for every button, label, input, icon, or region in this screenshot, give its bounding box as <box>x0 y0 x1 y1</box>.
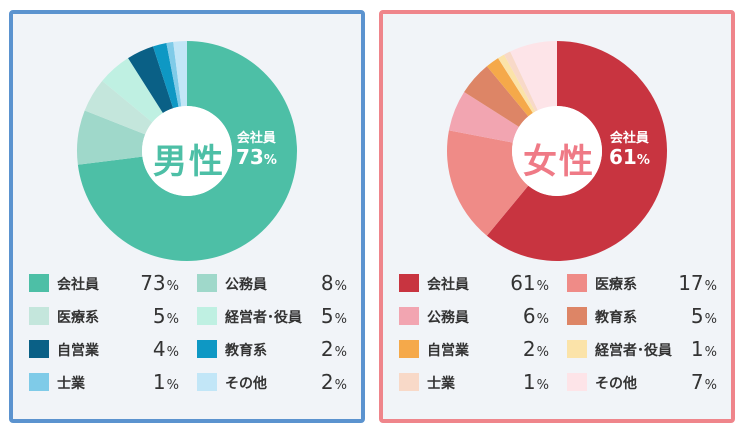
legend-item: 教育系 2% <box>197 337 347 361</box>
male-callout-value: 73% <box>236 145 277 169</box>
slice-male-4 <box>128 46 174 114</box>
female-callout-value: 61% <box>609 145 650 169</box>
legend-label: 士業 <box>57 376 85 392</box>
legend-swatch <box>197 274 217 292</box>
legend-swatch <box>399 340 419 358</box>
legend-value: 4% <box>152 337 179 361</box>
slice-female-7 <box>510 41 557 111</box>
legend-label: 経営者･役員 <box>225 310 302 326</box>
legend-label: 教育系 <box>595 310 637 326</box>
slice-female-1 <box>447 130 529 236</box>
legend-item: 公務員 6% <box>399 304 549 328</box>
legend-label: 公務員 <box>225 277 267 293</box>
slice-male-5 <box>153 42 179 109</box>
legend-swatch <box>197 307 217 325</box>
male-callout-name: 会社員 <box>236 131 276 146</box>
legend-swatch <box>567 373 587 391</box>
legend-label: 医療系 <box>57 310 99 326</box>
legend-item: 士業 1% <box>399 370 549 394</box>
legend-item: 経営者･役員 1% <box>567 337 717 361</box>
legend-swatch <box>197 373 217 391</box>
legend-value: 2% <box>320 337 347 361</box>
legend-value: 73% <box>140 271 179 295</box>
legend-swatch <box>567 274 587 292</box>
legend-value: 7% <box>690 370 717 394</box>
legend-swatch <box>399 307 419 325</box>
female-donut-chart <box>447 41 667 261</box>
slice-male-7 <box>173 41 187 107</box>
slice-male-6 <box>166 41 182 107</box>
legend-label: 医療系 <box>595 277 637 293</box>
legend-swatch <box>399 373 419 391</box>
legend-label: 会社員 <box>427 277 469 293</box>
legend-value: 5% <box>320 304 347 328</box>
legend-item: 医療系 17% <box>567 271 717 295</box>
slice-female-5 <box>498 54 536 114</box>
female-center-label: 女性 <box>523 142 595 182</box>
legend-swatch <box>399 274 419 292</box>
legend-value: 17% <box>678 271 717 295</box>
slice-male-0 <box>77 41 297 261</box>
legend-value: 61% <box>510 271 549 295</box>
slice-male-2 <box>84 80 153 135</box>
legend-label: 公務員 <box>427 310 469 326</box>
legend-swatch <box>567 307 587 325</box>
male-chart-panel: 男性 会社員 73% 会社員 73% 公務員 8% 医療系 5% 経営者･役員 5% 自営業 4%… <box>9 10 365 423</box>
donut-hole <box>142 106 232 196</box>
legend-item: 教育系 5% <box>567 304 717 328</box>
legend-swatch <box>29 274 49 292</box>
male-donut-chart <box>77 41 297 261</box>
slice-male-1 <box>77 110 146 165</box>
donut-hole <box>512 106 602 196</box>
slice-female-3 <box>464 66 529 127</box>
legend-swatch <box>197 340 217 358</box>
legend-item: 医療系 5% <box>29 304 179 328</box>
legend-value: 1% <box>152 370 179 394</box>
legend-swatch <box>567 340 587 358</box>
legend-item: 自営業 2% <box>399 337 549 361</box>
legend-item: 公務員 8% <box>197 271 347 295</box>
legend-swatch <box>29 340 49 358</box>
legend-label: 自営業 <box>427 343 469 359</box>
legend-item: その他 7% <box>567 370 717 394</box>
legend-value: 1% <box>522 370 549 394</box>
legend-item: 会社員 73% <box>29 271 179 295</box>
legend-item: その他 2% <box>197 370 347 394</box>
slice-female-2 <box>448 92 520 143</box>
slice-male-3 <box>102 58 163 123</box>
slice-female-4 <box>486 58 533 117</box>
legend-value: 1% <box>690 337 717 361</box>
legend-label: 会社員 <box>57 277 99 293</box>
legend-value: 5% <box>152 304 179 328</box>
slice-female-0 <box>486 41 667 261</box>
legend-swatch <box>29 307 49 325</box>
female-callout-name: 会社員 <box>609 131 649 146</box>
legend-value: 5% <box>690 304 717 328</box>
legend-label: 教育系 <box>225 343 267 359</box>
legend-swatch <box>29 373 49 391</box>
slice-female-6 <box>504 51 538 112</box>
legend-label: 士業 <box>427 376 455 392</box>
legend-item: 経営者･役員 5% <box>197 304 347 328</box>
legend-item: 士業 1% <box>29 370 179 394</box>
legend-label: 自営業 <box>57 343 99 359</box>
legend-label: 経営者･役員 <box>595 343 672 359</box>
female-callout: 会社員 61% <box>609 127 650 172</box>
male-center-label: 男性 <box>153 142 225 182</box>
legend-item: 会社員 61% <box>399 271 549 295</box>
legend-value: 2% <box>320 370 347 394</box>
legend-item: 自営業 4% <box>29 337 179 361</box>
legend-value: 2% <box>522 337 549 361</box>
male-callout: 会社員 73% <box>236 127 277 172</box>
legend-label: その他 <box>225 376 267 392</box>
female-chart-panel: 女性 会社員 61% 会社員 61% 医療系 17% 公務員 6% 教育系 5% 自営業 2% 経営… <box>379 10 735 423</box>
legend-value: 6% <box>522 304 549 328</box>
legend-label: その他 <box>595 376 637 392</box>
legend-value: 8% <box>320 271 347 295</box>
